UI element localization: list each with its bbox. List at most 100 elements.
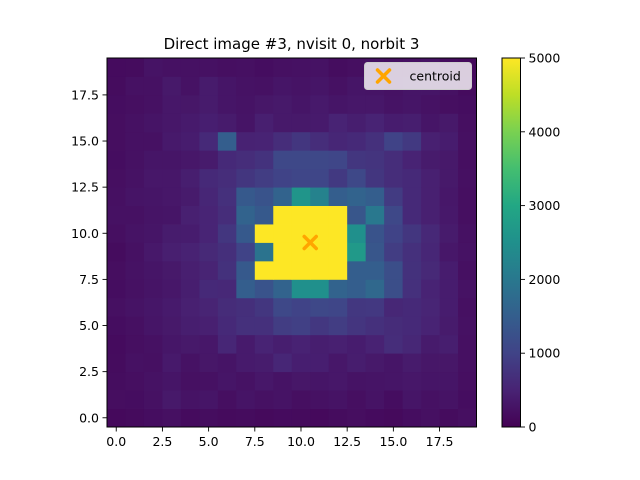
heatmap-cell bbox=[402, 353, 422, 373]
heatmap-cell bbox=[328, 224, 348, 243]
heatmap-cell bbox=[421, 242, 440, 262]
heatmap-cell bbox=[236, 334, 256, 354]
colorbar-fill bbox=[502, 58, 521, 427]
heatmap-cell bbox=[162, 316, 182, 336]
heatmap-cell bbox=[254, 76, 274, 96]
heatmap-cell bbox=[199, 94, 219, 114]
heatmap-cell bbox=[107, 242, 126, 262]
heatmap-cell bbox=[125, 150, 145, 170]
heatmap-cell bbox=[217, 58, 237, 77]
heatmap-cell bbox=[125, 297, 145, 317]
heatmap-cell bbox=[402, 187, 422, 206]
heatmap-cell bbox=[439, 187, 459, 206]
heatmap-cell bbox=[421, 279, 440, 299]
heatmap-cell bbox=[291, 371, 311, 391]
heatmap-cell bbox=[458, 113, 477, 133]
heatmap-cell bbox=[180, 113, 200, 133]
heatmap-cell bbox=[217, 279, 237, 299]
heatmap-cell bbox=[291, 408, 311, 428]
heatmap-cell bbox=[347, 353, 367, 373]
heatmap-cell bbox=[291, 187, 311, 206]
heatmap-cell bbox=[347, 390, 367, 409]
heatmap-cell bbox=[107, 353, 126, 373]
heatmap-cell bbox=[180, 279, 200, 299]
heatmap-cell bbox=[217, 205, 237, 225]
heatmap-cell bbox=[125, 58, 145, 77]
heatmap-cell bbox=[199, 279, 219, 299]
heatmap-cell bbox=[273, 168, 293, 188]
heatmap-cell bbox=[402, 168, 422, 188]
heatmap-cell bbox=[421, 150, 440, 170]
heatmap-cell bbox=[217, 131, 237, 151]
legend: centroid bbox=[364, 62, 472, 90]
heatmap-cell bbox=[180, 260, 200, 280]
colorbar-tick-label: 3000 bbox=[529, 198, 561, 213]
heatmap-cell bbox=[310, 113, 330, 133]
heatmap-cell bbox=[291, 316, 311, 336]
heatmap-cell bbox=[162, 113, 182, 133]
heatmap-cell bbox=[439, 353, 459, 373]
heatmap-cell bbox=[439, 390, 459, 409]
heatmap-cell bbox=[107, 187, 126, 206]
y-tick-label: 10.0 bbox=[71, 226, 99, 241]
heatmap-cell bbox=[421, 408, 440, 428]
x-tick-label: 2.5 bbox=[152, 434, 172, 449]
heatmap-cell bbox=[458, 353, 477, 373]
heatmap-cell bbox=[291, 131, 311, 151]
heatmap-cell bbox=[217, 260, 237, 280]
heatmap-cell bbox=[273, 205, 293, 225]
heatmap-cell bbox=[347, 260, 367, 280]
heatmap-cell bbox=[125, 224, 145, 243]
heatmap-cell bbox=[458, 297, 477, 317]
heatmap-cell bbox=[162, 334, 182, 354]
heatmap-cell bbox=[458, 408, 477, 428]
heatmap-cell bbox=[236, 260, 256, 280]
y-tick-label: 0.0 bbox=[79, 410, 99, 425]
heatmap-cell bbox=[291, 390, 311, 409]
heatmap-cell bbox=[180, 316, 200, 336]
heatmap-cell bbox=[254, 187, 274, 206]
heatmap-cell bbox=[458, 334, 477, 354]
heatmap-cell bbox=[328, 260, 348, 280]
heatmap-cell bbox=[347, 94, 367, 114]
heatmap-cell bbox=[365, 168, 385, 188]
heatmap-cell bbox=[143, 297, 163, 317]
heatmap-cell bbox=[384, 131, 404, 151]
heatmap-cell bbox=[365, 94, 385, 114]
heatmap-cell bbox=[162, 297, 182, 317]
heatmap-cell bbox=[402, 94, 422, 114]
heatmap-cell bbox=[107, 113, 126, 133]
heatmap-cell bbox=[199, 150, 219, 170]
heatmap-cell bbox=[254, 242, 274, 262]
heatmap-cell bbox=[125, 260, 145, 280]
heatmap-cell bbox=[273, 150, 293, 170]
heatmap-cell bbox=[421, 113, 440, 133]
heatmap-cell bbox=[162, 150, 182, 170]
heatmap-cell bbox=[328, 113, 348, 133]
heatmap-cell bbox=[347, 408, 367, 428]
heatmap-cell bbox=[180, 242, 200, 262]
y-tick-label: 17.5 bbox=[71, 87, 99, 102]
y-tick-label: 15.0 bbox=[71, 134, 99, 149]
heatmap-cell bbox=[217, 168, 237, 188]
heatmap-cell bbox=[217, 334, 237, 354]
heatmap-cell bbox=[310, 279, 330, 299]
heatmap-cell bbox=[143, 150, 163, 170]
heatmap-cell bbox=[421, 390, 440, 409]
heatmap-cell bbox=[421, 297, 440, 317]
heatmap-cell bbox=[458, 187, 477, 206]
heatmap-cell bbox=[310, 131, 330, 151]
heatmap-cell bbox=[347, 242, 367, 262]
heatmap-cell bbox=[273, 297, 293, 317]
heatmap-cell bbox=[180, 131, 200, 151]
heatmap-cell bbox=[291, 353, 311, 373]
heatmap-cell bbox=[162, 94, 182, 114]
heatmap-cell bbox=[254, 279, 274, 299]
heatmap-cell bbox=[143, 390, 163, 409]
heatmap-cell bbox=[236, 187, 256, 206]
heatmap-cell bbox=[125, 94, 145, 114]
legend-box bbox=[364, 62, 472, 90]
heatmap-cell bbox=[162, 390, 182, 409]
heatmap-cell bbox=[236, 131, 256, 151]
heatmap-cell bbox=[402, 334, 422, 354]
